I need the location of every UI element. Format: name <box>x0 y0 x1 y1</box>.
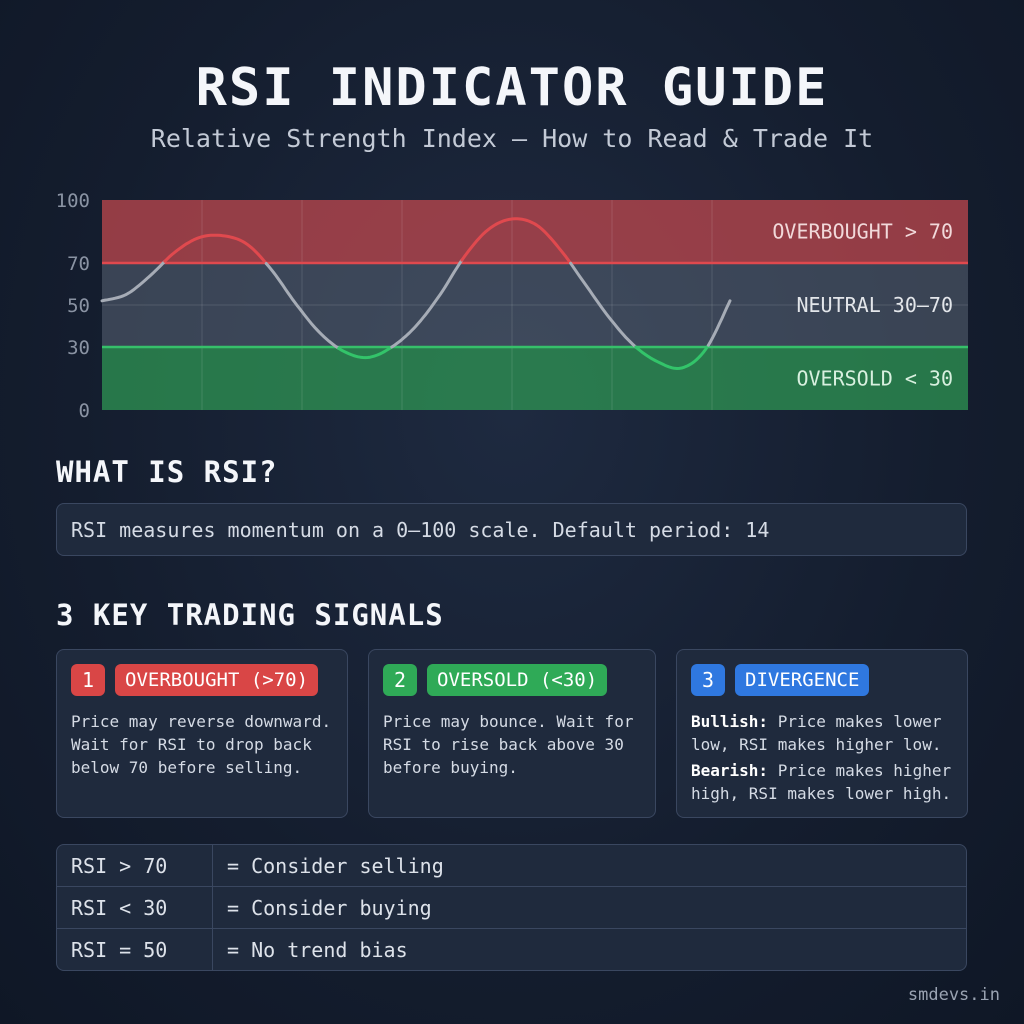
signal-text: Price may reverse downward. Wait for RSI… <box>71 712 332 777</box>
footer-site: smdevs.in <box>907 985 1000 1005</box>
neutral-zone-label: NEUTRAL 30–70 <box>796 293 953 317</box>
rsi-line-oversold-segment <box>337 345 394 360</box>
what-is-rsi-box: RSI measures momentum on a 0–100 scale. … <box>56 503 967 556</box>
signal-card-divergence: 3 DIVERGENCE Bullish: Price makes lower … <box>676 649 968 818</box>
signal-card-oversold: 2 OVERSOLD (<30) Price may bounce. Wait … <box>368 649 656 818</box>
rsi-line-neutral-segment <box>100 259 167 303</box>
rsi-line-overbought-segment <box>460 217 573 265</box>
rsi-line-overbought-segment <box>163 233 268 265</box>
rule-action: = Consider selling <box>227 853 444 878</box>
signal-number-badge: 1 <box>71 664 105 696</box>
what-is-rsi-heading: WHAT IS RSI? <box>56 455 278 489</box>
signal-number-badge: 3 <box>691 664 725 696</box>
signal-number-badge: 2 <box>383 664 417 696</box>
signal-tag-divergence: DIVERGENCE <box>735 664 870 696</box>
table-row: RSI < 30 = Consider buying <box>57 886 966 928</box>
rsi-chart: 100 70 50 30 0 OVERBOUGHT > 70 NEUTRAL 30–70 O… <box>56 190 968 422</box>
neutral-zone <box>102 263 968 347</box>
y-tick-label: 100 <box>56 190 90 212</box>
rsi-line-neutral-segment <box>390 258 464 349</box>
overbought-zone <box>102 200 968 263</box>
rsi-line-neutral-segment <box>569 261 638 349</box>
rsi-line-neutral-segment <box>706 299 732 347</box>
page-subtitle: Relative Strength Index — How to Read & … <box>150 124 874 153</box>
signal-card-overbought: 1 OVERBOUGHT (>70) Price may reverse dow… <box>56 649 348 818</box>
signal-tag-overbought: OVERBOUGHT (>70) <box>115 664 319 696</box>
signal-description: Bullish: Price makes lower low, RSI make… <box>691 710 957 805</box>
rsi-line-neutral-segment <box>264 262 341 350</box>
overbought-zone-label: OVERBOUGHT > 70 <box>772 220 953 244</box>
oversold-zone <box>102 347 968 410</box>
rule-condition: RSI = 50 <box>57 928 213 970</box>
y-tick-label: 0 <box>79 400 90 422</box>
rsi-line-oversold-segment <box>634 343 710 370</box>
table-row: RSI = 50 = No trend bias <box>57 928 966 970</box>
rsi-rules-table: RSI > 70 = Consider selling RSI < 30 = C… <box>56 844 967 971</box>
rule-condition: RSI > 70 <box>57 845 213 886</box>
table-row: RSI > 70 = Consider selling <box>57 845 966 886</box>
rule-action: = Consider buying <box>213 886 966 928</box>
rule-action: = No trend bias <box>213 928 966 970</box>
bearish-divergence-text: Bearish: Price makes higher high, RSI ma… <box>691 761 952 803</box>
rule-condition: RSI < 30 <box>57 886 213 928</box>
what-is-rsi-text: RSI measures momentum on a 0–100 scale. … <box>71 518 770 542</box>
oversold-zone-label: OVERSOLD < 30 <box>796 367 953 391</box>
signal-description: Price may bounce. Wait for RSI to rise b… <box>383 710 645 779</box>
page-title: RSI INDICATOR GUIDE <box>195 58 829 118</box>
bullish-divergence-text: Bullish: Price makes lower low, RSI make… <box>691 712 942 754</box>
signal-text: Price may bounce. Wait for RSI to rise b… <box>383 712 634 777</box>
y-tick-label: 30 <box>67 337 90 359</box>
signals-heading: 3 KEY TRADING SIGNALS <box>56 598 444 632</box>
signal-tag-oversold: OVERSOLD (<30) <box>427 664 608 696</box>
signal-description: Price may reverse downward. Wait for RSI… <box>71 710 337 779</box>
y-tick-label: 50 <box>67 295 90 317</box>
y-tick-label: 70 <box>67 253 90 275</box>
